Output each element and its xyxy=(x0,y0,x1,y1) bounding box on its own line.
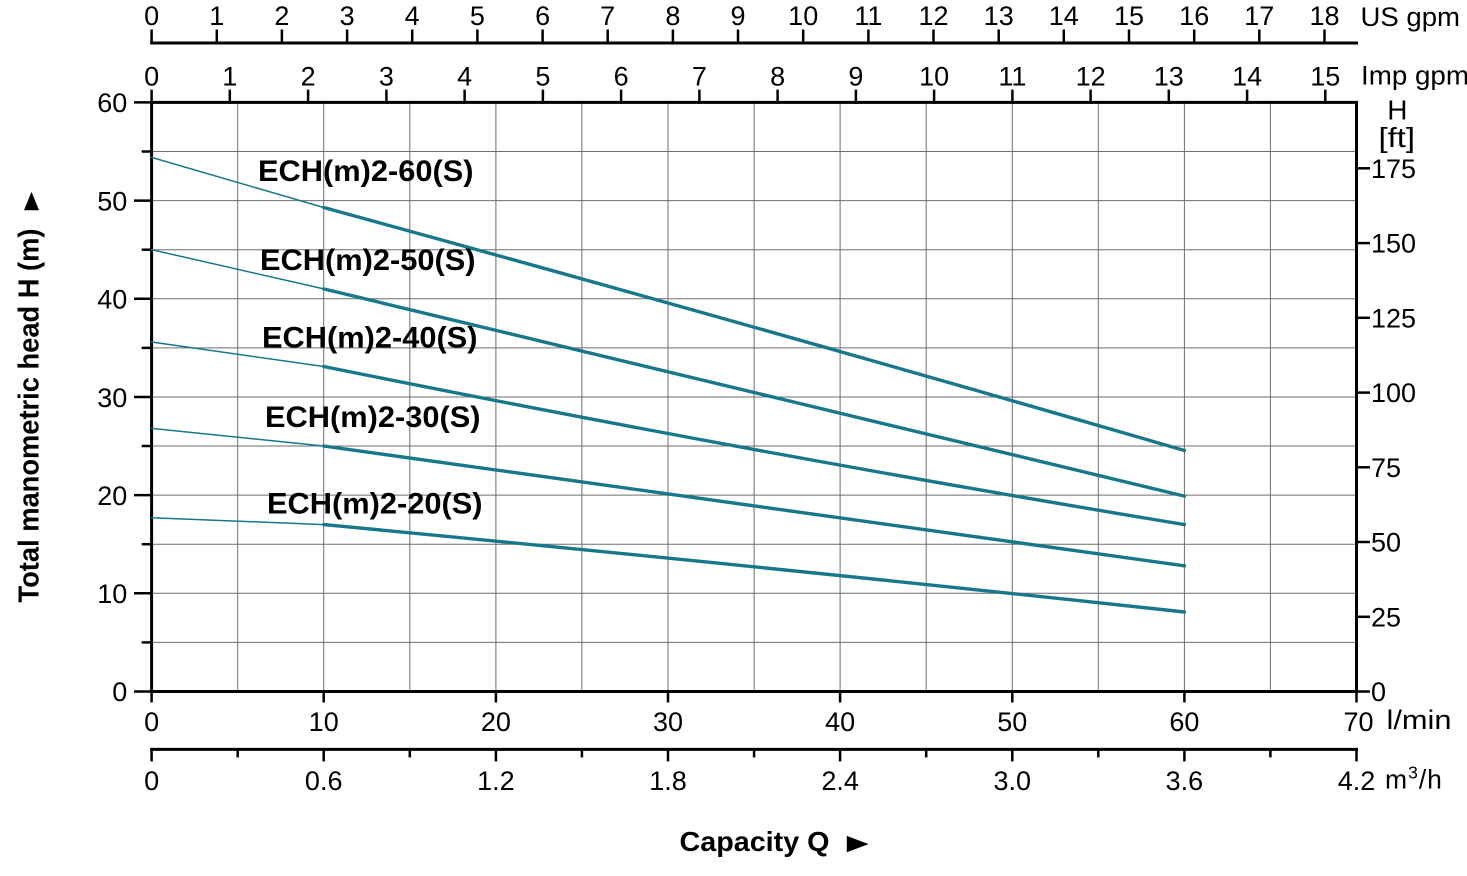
svg-text:1.8: 1.8 xyxy=(649,766,687,796)
svg-text:175: 175 xyxy=(1371,154,1416,184)
svg-text:ECH(m)2-40(S): ECH(m)2-40(S) xyxy=(262,321,478,354)
svg-text:0: 0 xyxy=(1371,677,1386,707)
svg-text:ECH(m)2-60(S): ECH(m)2-60(S) xyxy=(258,155,474,188)
svg-text:60: 60 xyxy=(97,88,127,118)
svg-text:6: 6 xyxy=(535,1,550,31)
svg-text:0: 0 xyxy=(144,1,159,31)
svg-text:20: 20 xyxy=(97,481,127,511)
svg-text:8: 8 xyxy=(665,1,680,31)
svg-text:50: 50 xyxy=(1371,528,1401,558)
svg-text:H: H xyxy=(1387,94,1407,125)
svg-text:13: 13 xyxy=(1154,62,1184,92)
svg-text:60: 60 xyxy=(1169,707,1199,737)
svg-text:3: 3 xyxy=(340,1,355,31)
svg-text:20: 20 xyxy=(481,707,511,737)
svg-text:12: 12 xyxy=(918,1,948,31)
svg-text:14: 14 xyxy=(1232,62,1262,92)
svg-text:14: 14 xyxy=(1049,1,1079,31)
svg-text:0: 0 xyxy=(144,62,159,92)
svg-text:40: 40 xyxy=(97,285,127,315)
svg-text:0: 0 xyxy=(112,677,127,707)
svg-text:3: 3 xyxy=(379,62,394,92)
svg-text:ECH(m)2-50(S): ECH(m)2-50(S) xyxy=(260,244,476,277)
svg-text:4.2: 4.2 xyxy=(1338,766,1376,796)
svg-text:m3/h: m3/h xyxy=(1385,763,1443,795)
svg-text:7: 7 xyxy=(600,1,615,31)
svg-text:125: 125 xyxy=(1371,303,1416,333)
svg-text:30: 30 xyxy=(97,383,127,413)
svg-text:4: 4 xyxy=(405,1,420,31)
svg-text:l/min: l/min xyxy=(1387,705,1452,735)
svg-text:50: 50 xyxy=(997,707,1027,737)
svg-text:6: 6 xyxy=(614,62,629,92)
svg-text:1: 1 xyxy=(222,62,237,92)
svg-text:0.6: 0.6 xyxy=(305,766,343,796)
svg-text:9: 9 xyxy=(730,1,745,31)
svg-text:1: 1 xyxy=(209,1,224,31)
svg-text:16: 16 xyxy=(1179,1,1209,31)
svg-text:8: 8 xyxy=(770,62,785,92)
svg-text:US gpm: US gpm xyxy=(1361,2,1461,32)
svg-text:10: 10 xyxy=(788,1,818,31)
svg-text:18: 18 xyxy=(1309,1,1339,31)
svg-text:Total manometric head H (m): Total manometric head H (m) xyxy=(14,229,46,603)
svg-text:70: 70 xyxy=(1343,707,1373,737)
svg-text:10: 10 xyxy=(919,62,949,92)
svg-text:100: 100 xyxy=(1371,378,1416,408)
svg-text:1.2: 1.2 xyxy=(477,766,515,796)
svg-text:3.6: 3.6 xyxy=(1166,766,1204,796)
svg-text:ECH(m)2-20(S): ECH(m)2-20(S) xyxy=(267,488,483,521)
svg-text:Capacity Q: Capacity Q xyxy=(680,826,830,857)
svg-text:15: 15 xyxy=(1310,62,1340,92)
svg-text:7: 7 xyxy=(692,62,707,92)
svg-text:10: 10 xyxy=(97,579,127,609)
svg-text:13: 13 xyxy=(984,1,1014,31)
svg-text:0: 0 xyxy=(144,766,159,796)
svg-text:[ft]: [ft] xyxy=(1379,122,1416,153)
svg-text:15: 15 xyxy=(1114,1,1144,31)
svg-text:75: 75 xyxy=(1371,453,1401,483)
svg-text:0: 0 xyxy=(144,707,159,737)
svg-text:30: 30 xyxy=(653,707,683,737)
svg-text:25: 25 xyxy=(1371,602,1401,632)
svg-text:5: 5 xyxy=(535,62,550,92)
svg-text:5: 5 xyxy=(470,1,485,31)
svg-text:Imp gpm: Imp gpm xyxy=(1361,60,1467,90)
svg-text:11: 11 xyxy=(854,1,882,31)
svg-text:12: 12 xyxy=(1076,62,1106,92)
svg-text:2: 2 xyxy=(274,1,289,31)
svg-text:3.0: 3.0 xyxy=(994,766,1032,796)
svg-text:17: 17 xyxy=(1244,1,1274,31)
svg-text:40: 40 xyxy=(825,707,855,737)
svg-text:4: 4 xyxy=(457,62,472,92)
svg-text:50: 50 xyxy=(97,186,127,216)
svg-text:2.4: 2.4 xyxy=(821,766,859,796)
svg-text:10: 10 xyxy=(309,707,339,737)
svg-text:2: 2 xyxy=(301,62,316,92)
svg-text:ECH(m)2-30(S): ECH(m)2-30(S) xyxy=(265,401,481,434)
svg-text:150: 150 xyxy=(1371,229,1416,259)
svg-text:9: 9 xyxy=(848,62,863,92)
svg-text:11: 11 xyxy=(998,62,1026,92)
